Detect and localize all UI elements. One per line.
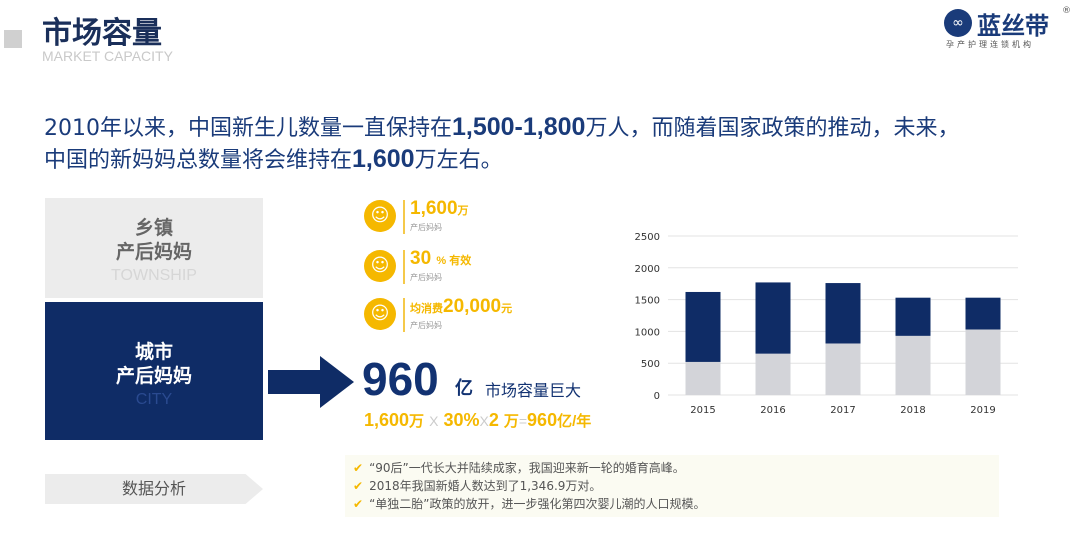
logo-tagline: 孕产护理连锁机构 (946, 40, 1034, 49)
x-tick-label: 2017 (830, 405, 855, 416)
y-tick-label: 2500 (635, 232, 660, 243)
market-text: 市场容量巨大 (485, 381, 582, 400)
bullet-item: ✔ 2018年我国新婚人数达到了1,346.9万对。 (353, 479, 602, 493)
bar-2018-s0 (895, 335, 931, 395)
bar-2019-s0 (965, 329, 1001, 395)
logo-icon: ∞ (944, 9, 972, 37)
arrow-right-icon (268, 356, 354, 408)
y-tick-label: 0 (654, 391, 660, 402)
bar-2015-s1 (685, 291, 721, 362)
bar-2017-s1 (825, 283, 861, 344)
page-title: 市场容量 (42, 16, 162, 51)
bar-2019-s1 (965, 297, 1001, 330)
bar-2016-s0 (755, 353, 791, 395)
check-icon: ✔ (353, 461, 364, 475)
y-tick-label: 1000 (635, 327, 660, 338)
mother-icon: ☺ (364, 200, 396, 232)
market-unit: 亿 (455, 378, 473, 399)
mother-icon: ☺ (364, 298, 396, 330)
bullet-item: ✔ “90后”一代长大并陆续成家，我国迎来新一轮的婚育高峰。 (353, 461, 685, 475)
x-tick-label: 2015 (690, 405, 715, 416)
stat-spending: ☺ 均消费20,000元 产后妈妈 (364, 296, 624, 336)
bullet-item: ✔ “单独二胎”政策的放开，进一步强化第四次婴儿潮的人口规模。 (353, 497, 706, 511)
bar-2017-s0 (825, 343, 861, 395)
check-icon: ✔ (353, 479, 364, 493)
y-tick-label: 1500 (635, 296, 660, 307)
market-value: 960 (362, 353, 439, 405)
title-marker (4, 30, 22, 48)
stat-effective: ☺ 30 % 有效 产后妈妈 (364, 248, 624, 288)
check-icon: ✔ (353, 497, 364, 511)
x-tick-label: 2016 (760, 405, 785, 416)
registered-mark: ® (1062, 6, 1071, 16)
bar-2018-s1 (895, 297, 931, 336)
intro-text: 2010年以来，中国新生儿数量一直保持在1,500-1,800万人，而随着国家政… (44, 113, 960, 173)
city-segment: 城市 产后妈妈 CITY (45, 302, 263, 440)
y-tick-label: 500 (641, 359, 660, 370)
births-chart: 0 500 1000 1500 2000 2500 2015 2016 2017 2018 2019 (635, 232, 1018, 416)
logo: ∞ 蓝丝带 ® 孕产护理连锁机构 (944, 6, 1074, 50)
page-subtitle: MARKET CAPACITY (42, 48, 173, 64)
logo-name: 蓝丝带 (977, 12, 1049, 40)
market-formula: 1,600万 X 30%X2 万=960亿/年 (364, 410, 592, 430)
mother-icon: ☺ (364, 250, 396, 282)
township-segment: 乡镇 产后妈妈 TOWNSHIP (45, 198, 263, 298)
bar-2016-s1 (755, 282, 791, 354)
analysis-bullets: ✔ “90后”一代长大并陆续成家，我国迎来新一轮的婚育高峰。 ✔ 2018年我国新婚… (345, 455, 999, 517)
analysis-label: 数据分析 (45, 474, 263, 504)
x-tick-label: 2018 (900, 405, 925, 416)
stat-mothers: ☺ 1,600万 产后妈妈 (364, 198, 624, 238)
x-tick-label: 2019 (970, 405, 995, 416)
y-tick-label: 2000 (635, 264, 660, 275)
bar-2015-s0 (685, 361, 721, 395)
